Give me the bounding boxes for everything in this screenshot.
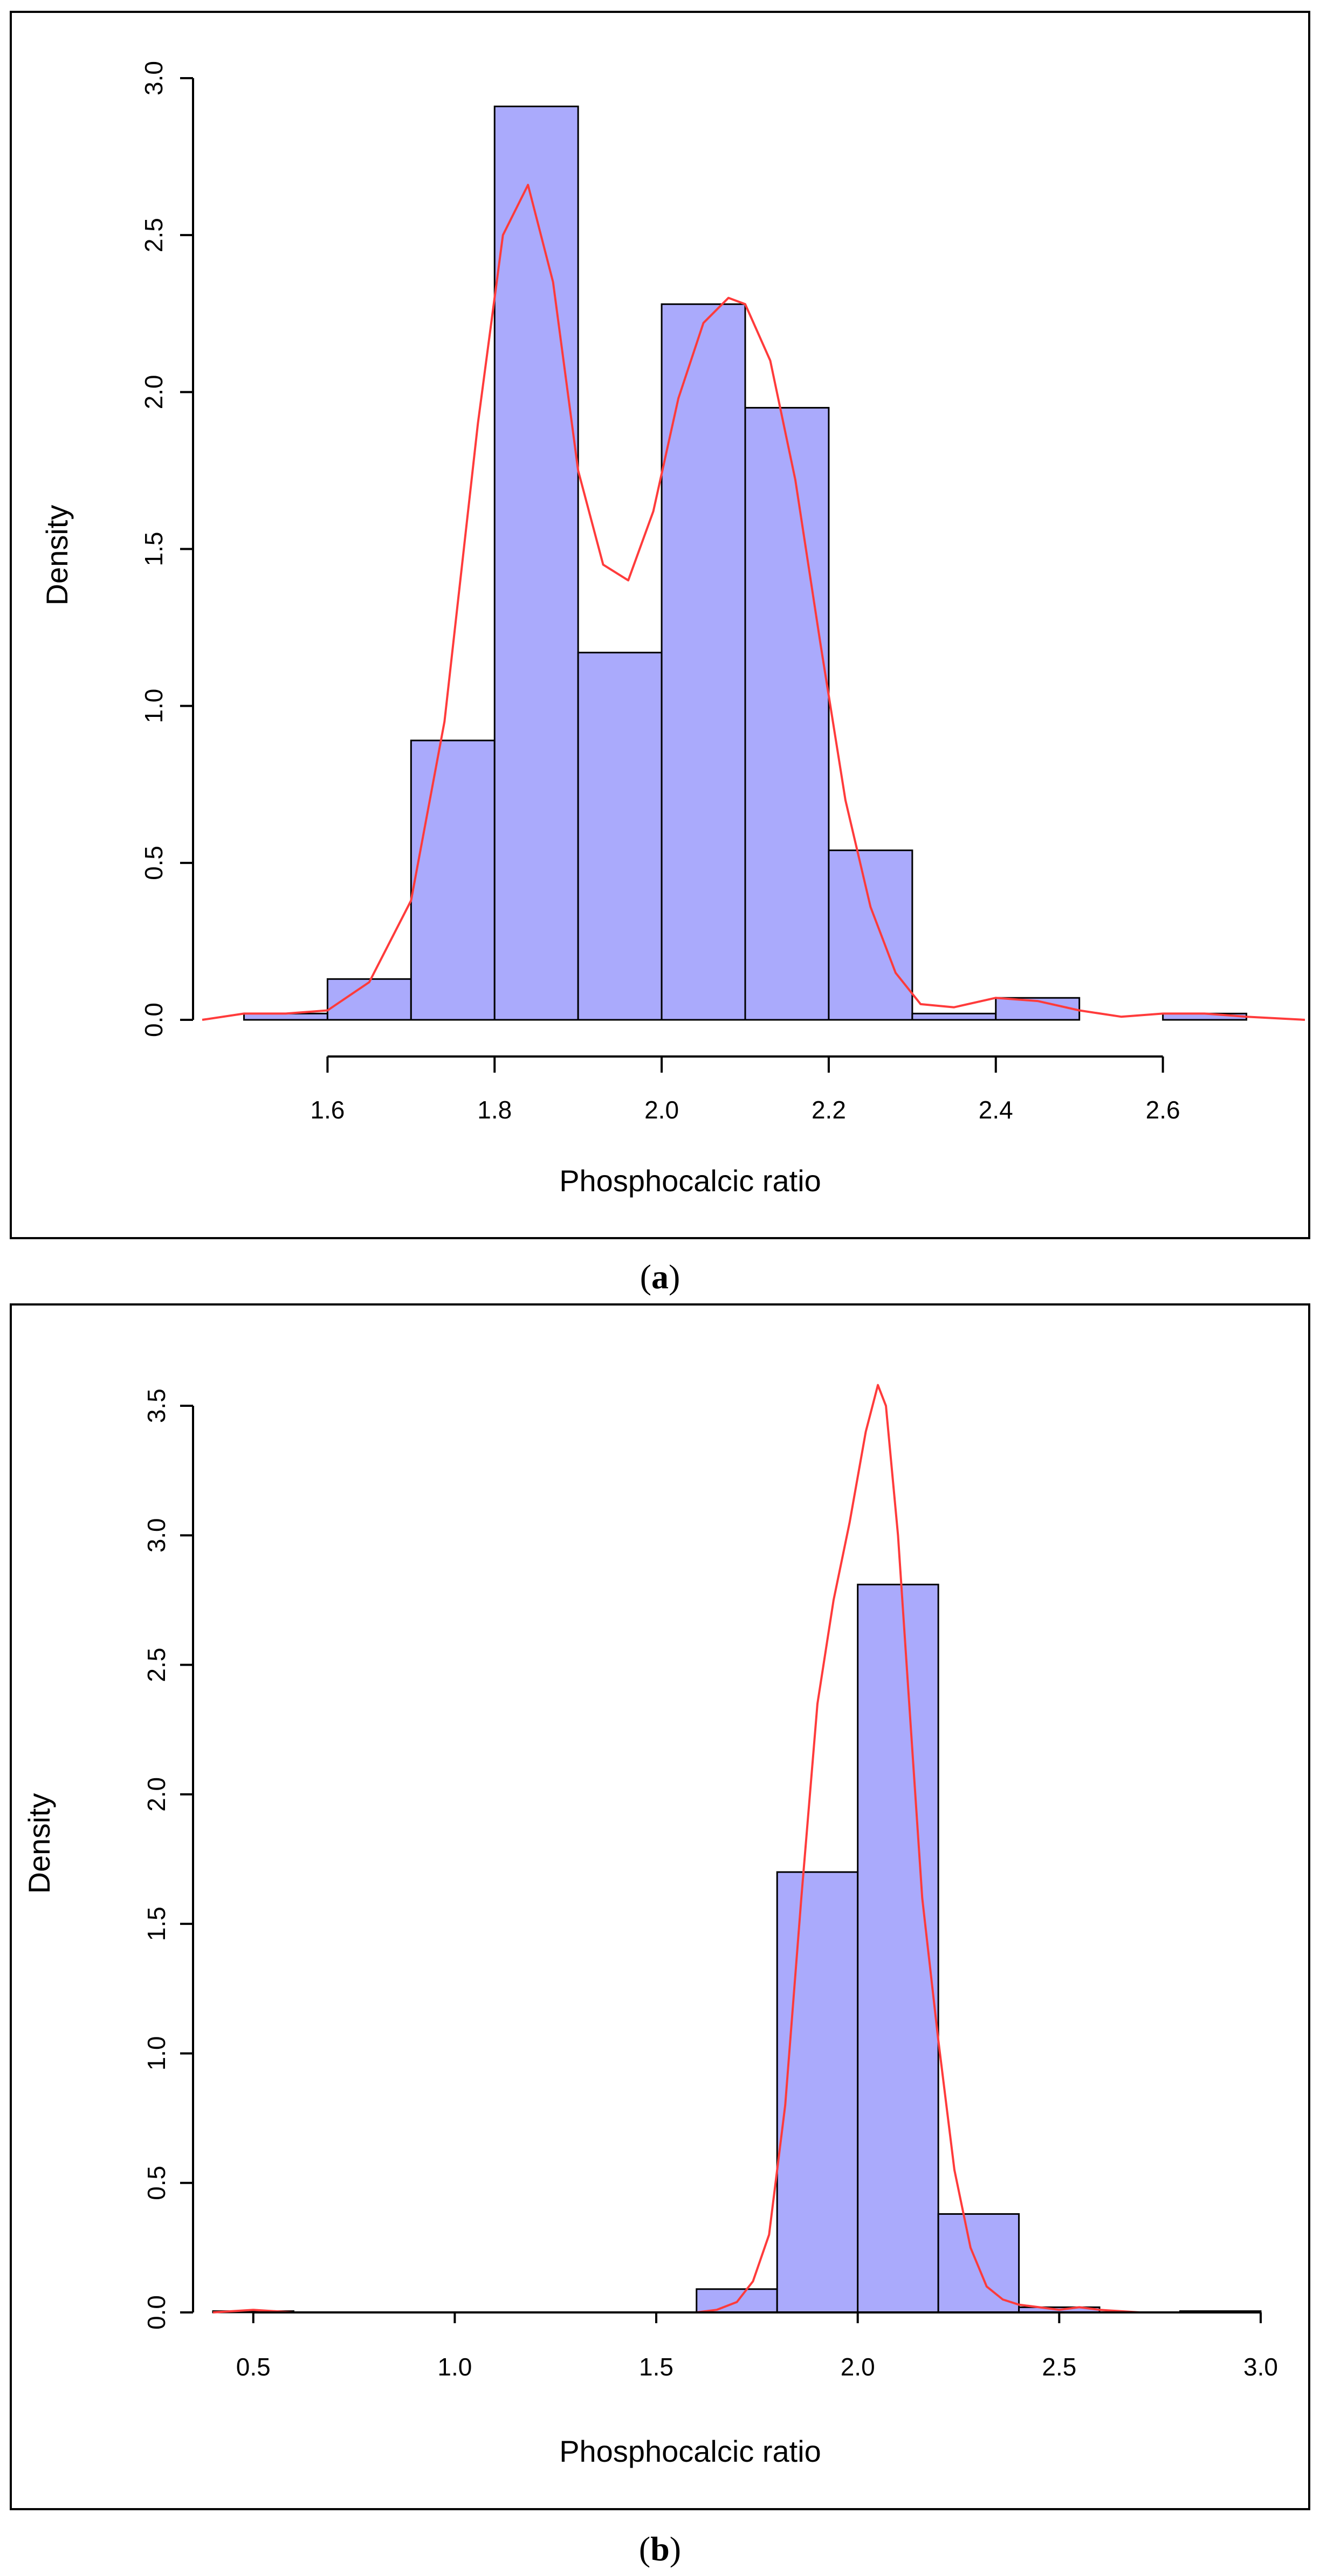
panel-b-caption-open: (	[639, 2530, 650, 2568]
panel-b-bar-4	[937, 2213, 1020, 2313]
panel-a-x-tick-label-4: 2.4	[979, 1096, 1013, 1124]
panel-a-x-tick-label-5: 2.6	[1146, 1096, 1180, 1124]
panel-a-caption-letter: a	[651, 1258, 669, 1296]
panel-b: 0.0 0.5 1.0 1.5 2.0 2.5 3.0 3.5 0.5 1.0 1.5 2.0 2.5…	[10, 1303, 1310, 2510]
panel-a: 0.0 0.5 1.0 1.5 2.0 2.5 3.0 1.6 1.8 2.0 2.2 2.4 2.6…	[10, 11, 1310, 1239]
panel-a-x-axis-title: Phosphocalcic ratio	[559, 1164, 821, 1198]
panel-b-y-tick-label-3: 1.5	[142, 1907, 170, 1941]
panel-b-bar-3	[857, 1584, 939, 2313]
panel-b-y-tick-label-2: 1.0	[142, 2036, 170, 2070]
panel-b-y-tick-label-0: 0.0	[142, 2295, 170, 2330]
panel-a-y-tick-label-2: 1.0	[140, 689, 168, 723]
panel-a-y-tick-label-4: 2.0	[140, 375, 168, 409]
panel-b-y-tick-label-7: 3.5	[142, 1389, 170, 1423]
panel-b-y-axis: 0.0 0.5 1.0 1.5 2.0 2.5 3.0 3.5	[142, 1389, 194, 2330]
panel-b-x-axis: 0.5 1.0 1.5 2.0 2.5 3.0	[236, 2311, 1278, 2381]
panel-b-x-axis-title: Phosphocalcic ratio	[559, 2434, 821, 2468]
panel-b-y-tick-label-4: 2.0	[142, 1777, 170, 1812]
panel-b-y-axis-title: Density	[22, 1793, 56, 1894]
panel-a-caption: (a)	[640, 1258, 680, 1296]
panel-a-x-tick-label-0: 1.6	[310, 1096, 345, 1124]
panel-b-caption-close: )	[670, 2530, 681, 2568]
panel-b-caption: (b)	[639, 2530, 681, 2568]
panel-b-x-tick-label-1: 1.0	[437, 2353, 472, 2381]
panel-a-bar-3	[493, 105, 579, 1021]
panel-a-bar-5	[661, 303, 746, 1021]
panel-b-x-tick-label-5: 3.0	[1243, 2353, 1278, 2381]
panel-a-y-tick-label-0: 0.0	[140, 1003, 168, 1037]
panel-b-x-tick-label-4: 2.5	[1042, 2353, 1076, 2381]
panel-b-x-tick-label-2: 1.5	[639, 2353, 673, 2381]
panel-b-frame	[10, 1303, 1310, 2510]
panel-b-y-tick-label-6: 3.0	[142, 1518, 170, 1552]
panel-b-bins	[212, 1584, 1262, 2313]
panel-a-y-tick-label-6: 3.0	[140, 61, 168, 95]
panel-a-y-axis-title: Density	[40, 505, 74, 606]
panel-a-x-tick-label-1: 1.8	[477, 1096, 512, 1124]
panel-a-x-axis: 1.6 1.8 2.0 2.2 2.4 2.6	[310, 1055, 1180, 1124]
panel-a-bar-2	[410, 740, 496, 1021]
panel-b-x-tick-label-0: 0.5	[236, 2353, 271, 2381]
panel-a-caption-close: )	[669, 1258, 680, 1296]
panel-b-density-curve	[212, 1384, 1261, 2313]
panel-a-frame	[10, 11, 1310, 1239]
panel-b-x-tick-label-3: 2.0	[841, 2353, 875, 2381]
panel-a-y-tick-label-3: 1.5	[140, 532, 168, 567]
panel-a-density-curve	[202, 184, 1305, 1021]
panel-a-y-axis: 0.0 0.5 1.0 1.5 2.0 2.5 3.0	[140, 61, 194, 1037]
panel-a-bar-1	[326, 978, 412, 1021]
panel-a-y-tick-label-5: 2.5	[140, 218, 168, 252]
panel-a-bar-7	[828, 850, 913, 1021]
panel-a-y-tick-label-1: 0.5	[140, 846, 168, 880]
panel-a-bar-8	[911, 1012, 997, 1021]
panel-a-x-tick-label-2: 2.0	[644, 1096, 679, 1124]
panel-b-caption-letter: b	[650, 2530, 670, 2568]
panel-b-y-tick-label-5: 2.5	[142, 1648, 170, 1682]
panel-a-bins	[243, 105, 1248, 1021]
panel-a-bar-6	[744, 406, 830, 1021]
panel-b-bar-2	[776, 1871, 859, 2313]
panel-a-x-tick-label-3: 2.2	[812, 1096, 846, 1124]
panel-a-caption-open: (	[640, 1258, 651, 1296]
panel-a-bar-4	[577, 652, 663, 1021]
panel-b-y-tick-label-1: 0.5	[142, 2166, 170, 2200]
